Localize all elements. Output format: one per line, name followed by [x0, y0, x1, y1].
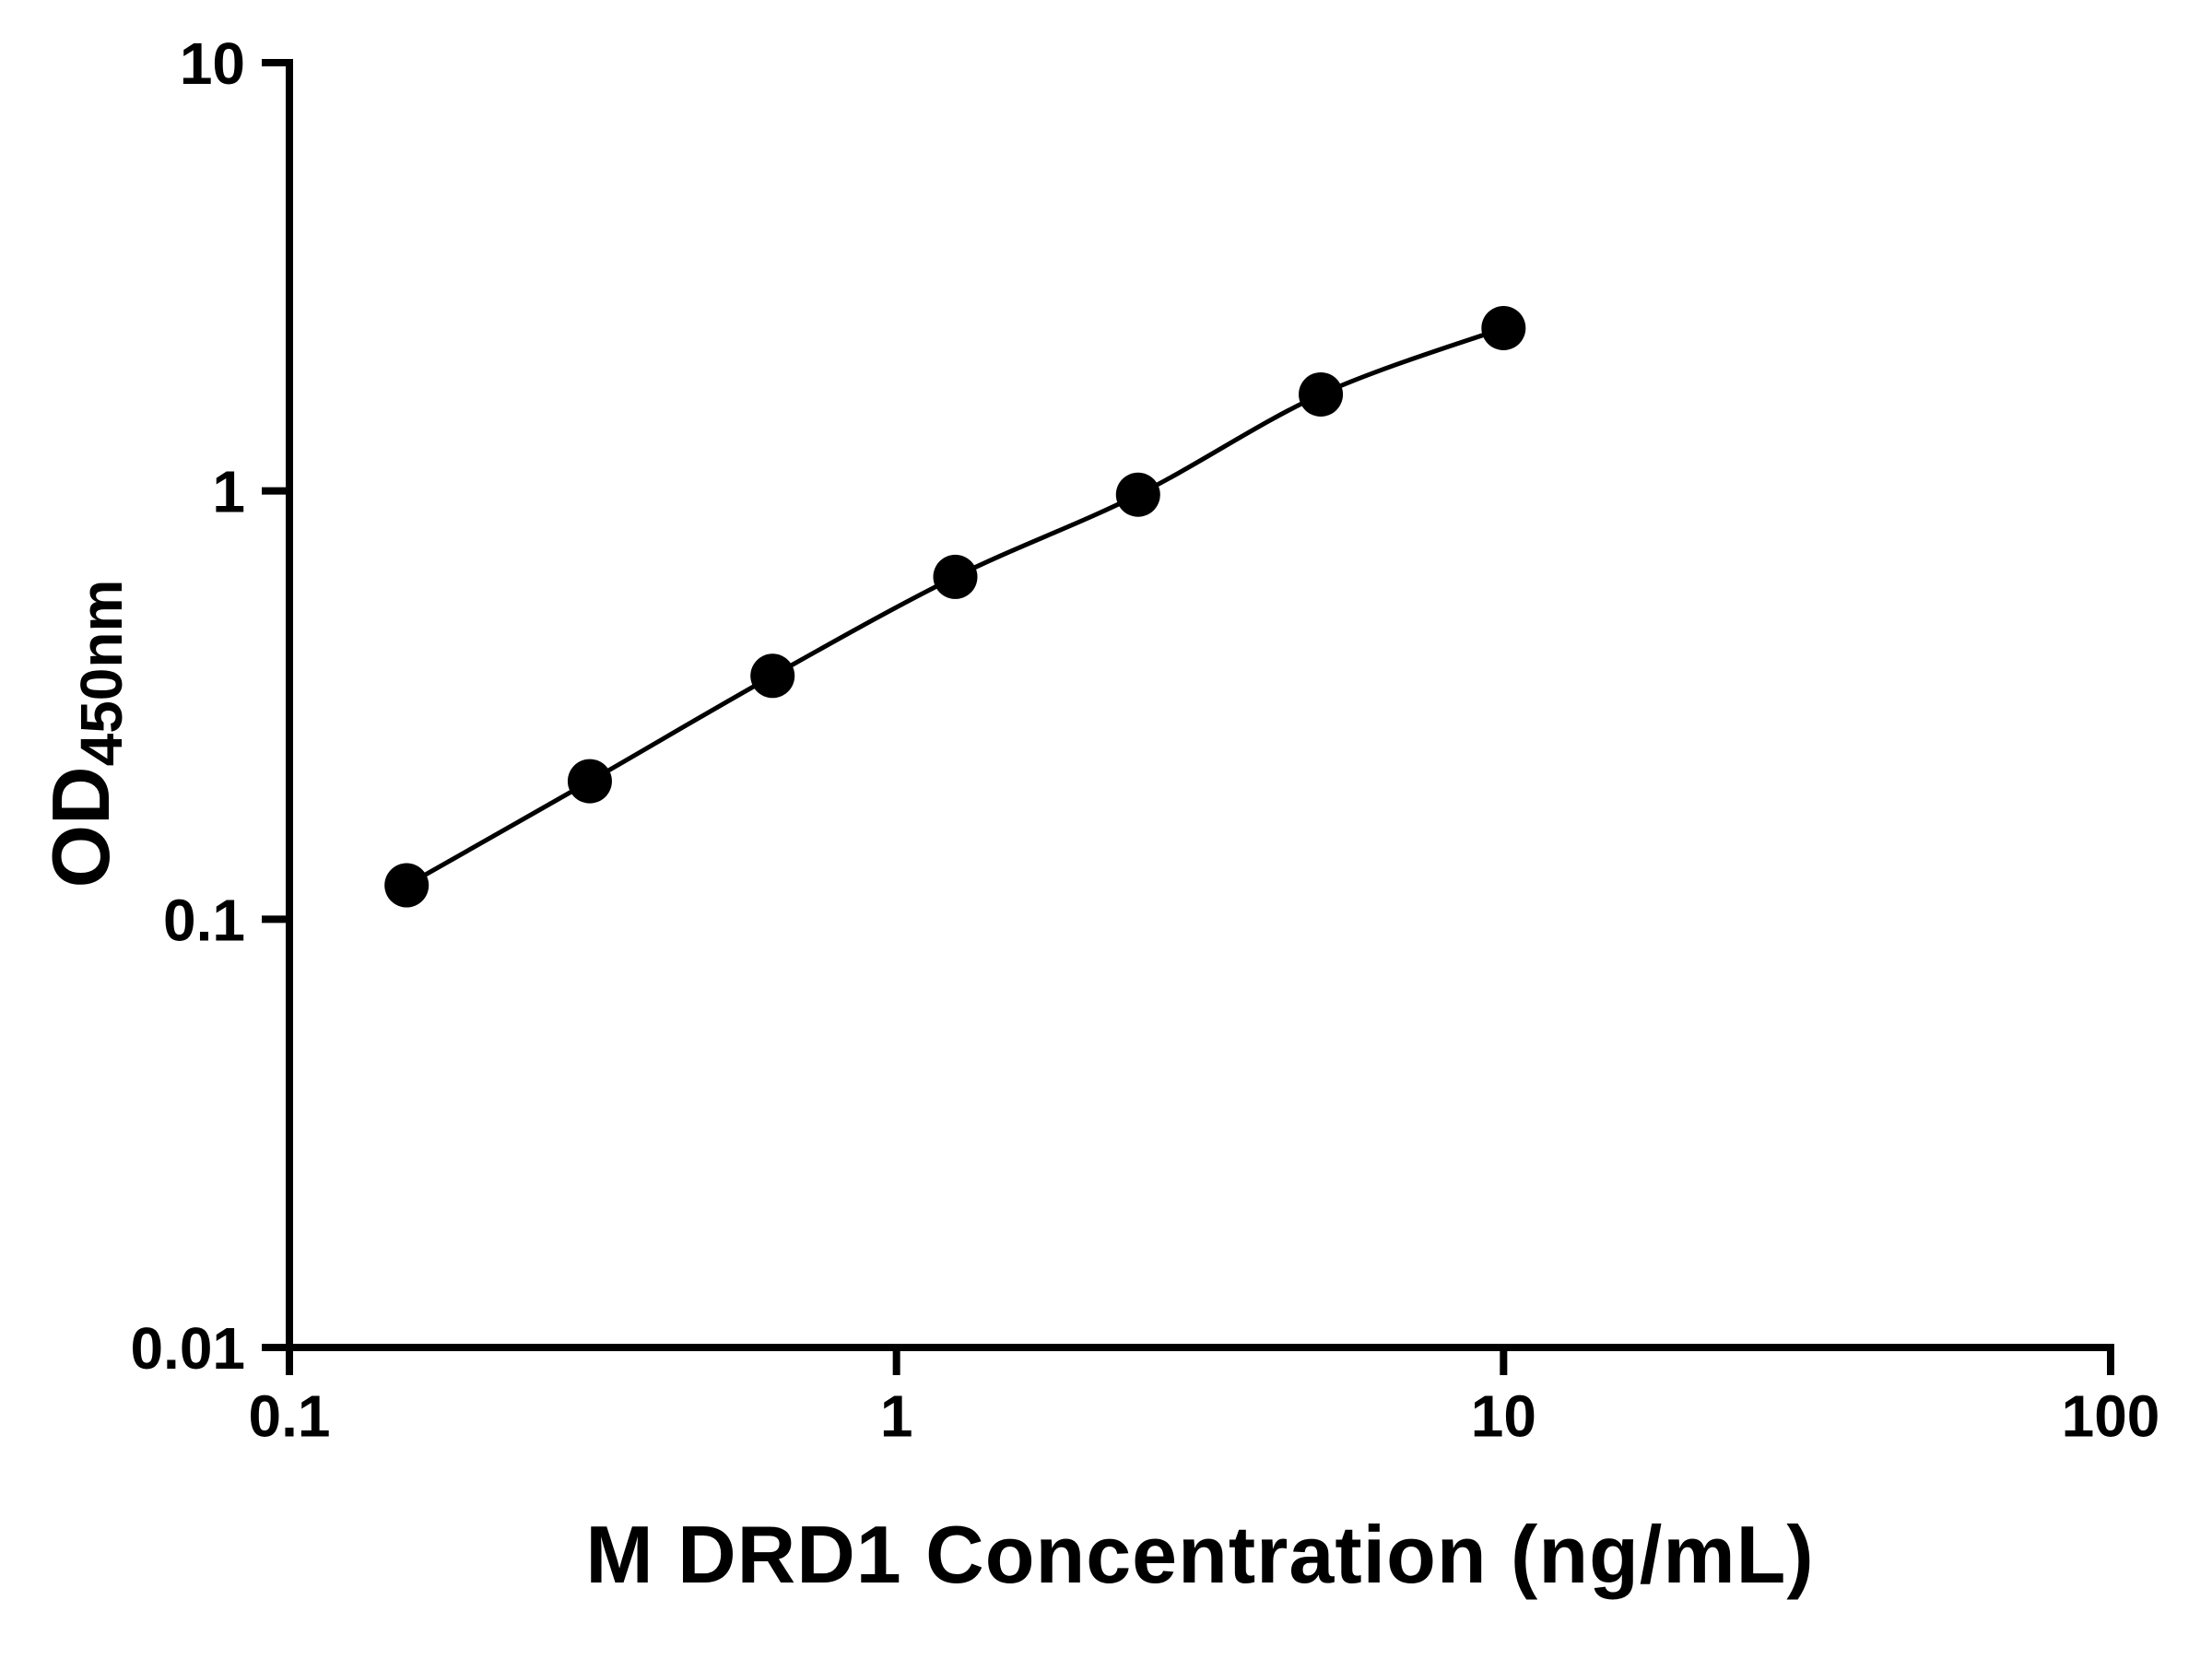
data-point — [567, 759, 612, 804]
data-point — [1299, 371, 1344, 417]
x-tick-label: 1 — [880, 1382, 913, 1449]
y-tick-label: 0.01 — [130, 1315, 245, 1382]
x-axis-label: M DRD1 Concentration (ng/mL) — [585, 1509, 1815, 1600]
x-tick-label: 100 — [2062, 1382, 2160, 1449]
y-axis-label: OD450nm — [34, 580, 135, 888]
y-axis-label-subscript: 450nm — [68, 579, 135, 767]
data-point — [384, 863, 429, 908]
data-point — [1481, 305, 1526, 350]
y-tick-label: 1 — [212, 459, 245, 525]
y-axis-label-main: OD — [35, 766, 126, 888]
y-tick-label: 0.1 — [163, 887, 245, 953]
data-point — [933, 554, 978, 599]
axis-lines — [286, 59, 2114, 1351]
data-point — [750, 653, 795, 699]
x-tick-label: 10 — [1471, 1382, 1536, 1449]
data-point — [1115, 472, 1160, 517]
curve-line — [405, 325, 1505, 888]
x-tick-label: 0.1 — [249, 1382, 331, 1449]
y-tick-label: 10 — [180, 30, 245, 97]
